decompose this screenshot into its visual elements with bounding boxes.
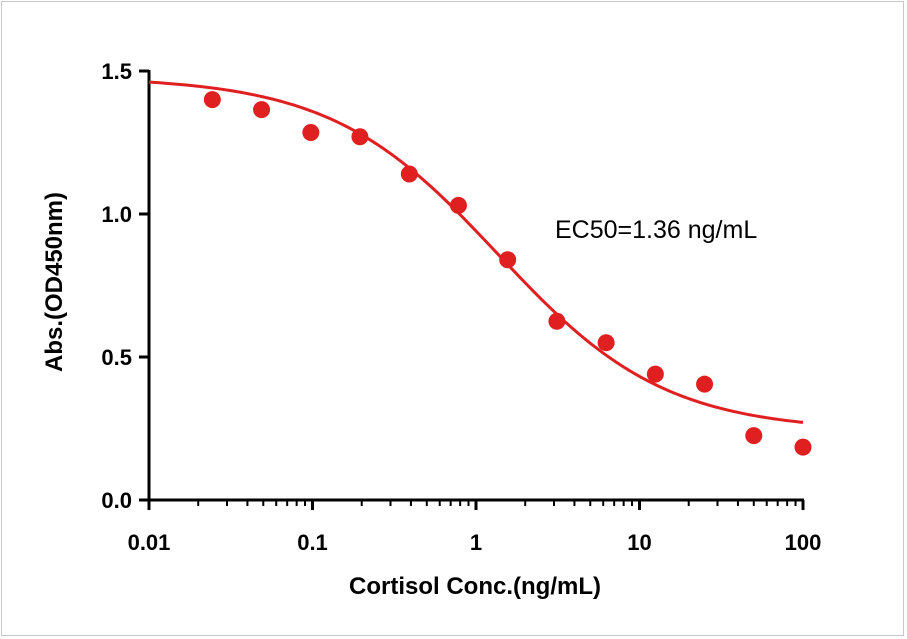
data-point <box>794 438 812 456</box>
ec50-annotation: EC50=1.36 ng/mL <box>555 216 757 244</box>
data-point <box>351 128 369 146</box>
data-point <box>597 334 615 352</box>
data-point <box>203 91 221 109</box>
x-tick-label: 100 <box>785 530 822 555</box>
y-tick-label: 1.5 <box>101 59 132 84</box>
axes <box>147 70 804 502</box>
data-point <box>548 312 566 330</box>
y-axis-title: Abs.(OD450nm) <box>41 192 68 372</box>
data-points <box>203 91 812 456</box>
data-point <box>499 251 517 269</box>
y-ticks: 0.0 0.5 1.0 1.5 <box>101 59 149 513</box>
x-ticks: 0.01 0.1 1 10 100 <box>128 500 822 555</box>
data-point <box>745 427 763 445</box>
data-point <box>400 165 418 183</box>
y-tick-label: 1.0 <box>101 202 132 227</box>
data-point <box>253 101 271 119</box>
y-tick-label: 0.5 <box>101 345 132 370</box>
x-tick-label: 1 <box>470 530 482 555</box>
y-tick-label: 0.0 <box>101 488 132 513</box>
data-point <box>449 196 467 214</box>
x-tick-label: 10 <box>627 530 651 555</box>
x-tick-label: 0.01 <box>128 530 171 555</box>
data-point <box>696 375 714 393</box>
data-point <box>302 123 320 141</box>
x-tick-label: 0.1 <box>297 530 328 555</box>
fit-curve <box>148 80 804 424</box>
x-axis-title: Cortisol Conc.(ng/mL) <box>349 573 601 600</box>
data-point <box>646 365 664 383</box>
